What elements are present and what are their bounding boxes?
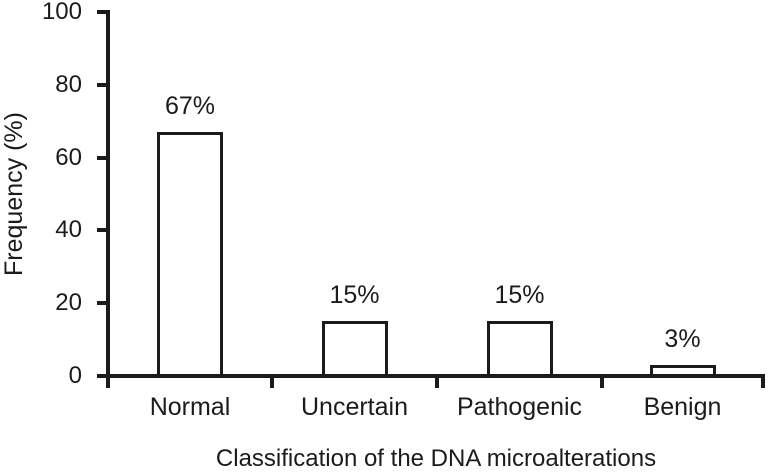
y-tick-label: 20	[55, 289, 82, 317]
y-tick	[97, 374, 108, 378]
y-axis-line	[106, 10, 110, 388]
category-label: Normal	[149, 393, 231, 421]
bar-uncertain	[321, 321, 388, 378]
y-tick	[97, 82, 108, 87]
y-tick	[97, 228, 108, 233]
bar-normal	[157, 132, 223, 378]
y-tick-label: 80	[55, 70, 82, 98]
bar-value-label: 3%	[664, 325, 701, 354]
category-label: Uncertain	[301, 393, 408, 421]
x-tick	[761, 376, 765, 388]
y-tick	[97, 301, 108, 306]
category-label: Pathogenic	[456, 393, 583, 421]
y-tick-label: 60	[55, 143, 82, 171]
y-tick	[97, 10, 108, 14]
category-label: Benign	[643, 393, 722, 421]
bar-value-label: 67%	[164, 92, 216, 121]
x-tick	[270, 376, 274, 388]
bar-value-label: 15%	[329, 281, 380, 310]
y-tick-label: 0	[68, 362, 82, 389]
y-tick	[97, 155, 108, 160]
x-axis-title: Classification of the DNA microalteratio…	[215, 445, 657, 472]
x-tick	[600, 376, 604, 388]
x-tick	[435, 376, 439, 388]
bar-pathogenic	[486, 321, 553, 378]
y-tick-label: 40	[55, 216, 82, 244]
y-tick-label: 100	[41, 0, 82, 25]
bar-value-label: 15%	[494, 281, 545, 310]
